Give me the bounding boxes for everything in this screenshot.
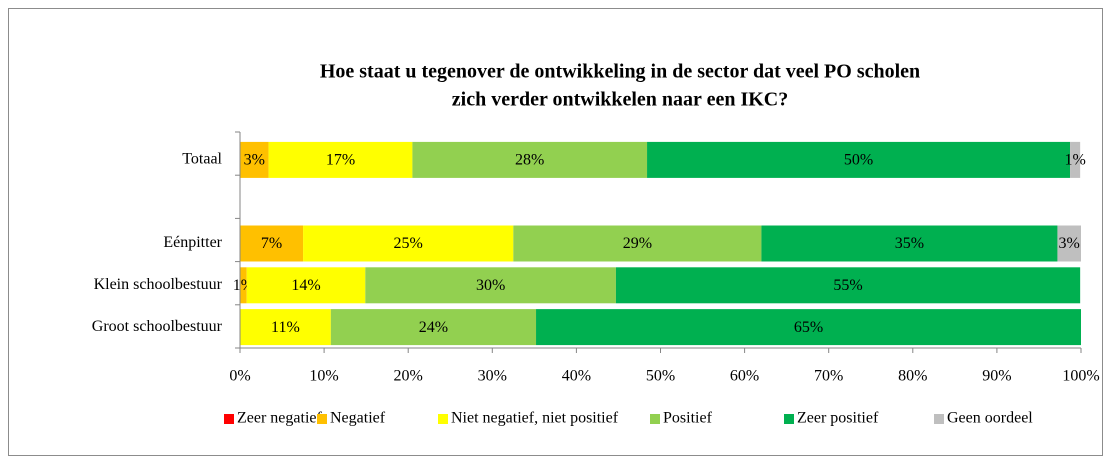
legend-swatch [784, 414, 794, 424]
legend-swatch [650, 414, 660, 424]
bar-segment [240, 267, 247, 304]
bar-segment [536, 309, 1081, 346]
data-label: 29% [623, 235, 652, 252]
data-label: 55% [833, 277, 862, 294]
x-tick-label: 70% [814, 368, 843, 385]
bar-segment [647, 141, 1071, 178]
x-tick-label: 90% [982, 368, 1011, 385]
data-label: 3% [1059, 235, 1080, 252]
legend-label: Negatief [330, 410, 386, 427]
bar-segment [412, 141, 648, 178]
data-label: 24% [419, 319, 448, 336]
x-tick-label: 40% [562, 368, 591, 385]
data-label: 50% [844, 152, 873, 169]
y-tick-label: Klein schoolbestuur [94, 276, 223, 293]
bar-segment [761, 225, 1058, 262]
x-tick-label: 20% [394, 368, 423, 385]
data-label: 11% [271, 319, 300, 336]
x-tick-label: 0% [229, 368, 250, 385]
legend-swatch [438, 414, 448, 424]
bar-segment [1070, 141, 1081, 178]
data-label: 17% [326, 152, 355, 169]
y-tick-label: Totaal [182, 151, 222, 168]
bar-segment [365, 267, 616, 304]
legend-swatch [224, 414, 234, 424]
data-label: 28% [515, 152, 544, 169]
bar-segment [240, 141, 269, 178]
data-label: 14% [291, 277, 320, 294]
bar-segment [240, 309, 331, 346]
x-tick-label: 60% [730, 368, 759, 385]
x-tick-label: 10% [309, 368, 338, 385]
legend-label: Zeer positief [797, 410, 879, 427]
legend-swatch [934, 414, 944, 424]
x-tick-label: 30% [478, 368, 507, 385]
x-tick-label: 80% [898, 368, 927, 385]
data-label: 1% [1064, 152, 1085, 169]
bar-segment [246, 267, 366, 304]
bar-segment [615, 267, 1081, 304]
chart-title: Hoe staat u tegenover de ontwikkeling in… [320, 61, 920, 83]
bar-segment [240, 225, 304, 262]
data-label: 25% [394, 235, 423, 252]
data-label: 35% [895, 235, 924, 252]
data-label: 30% [476, 277, 505, 294]
y-tick-label: Groot schoolbestuur [92, 318, 223, 335]
bar-segment [303, 225, 514, 262]
data-label: 7% [261, 235, 282, 252]
bar-segment [268, 141, 413, 178]
data-label: 65% [794, 319, 823, 336]
data-label: 3% [244, 152, 265, 169]
x-tick-label: 100% [1062, 368, 1099, 385]
x-tick-label: 50% [646, 368, 675, 385]
legend-label: Zeer negatief [237, 410, 323, 427]
legend-swatch [317, 414, 327, 424]
legend-label: Niet negatief, niet positief [451, 410, 619, 427]
chart-title: zich verder ontwikkelen naar een IKC? [452, 89, 788, 111]
y-tick-label: Eénpitter [163, 234, 222, 251]
legend-label: Positief [663, 410, 713, 427]
legend-label: Geen oordeel [947, 410, 1033, 427]
bar-segment [330, 309, 537, 346]
bar-segment [513, 225, 762, 262]
bar-segment [1057, 225, 1081, 262]
